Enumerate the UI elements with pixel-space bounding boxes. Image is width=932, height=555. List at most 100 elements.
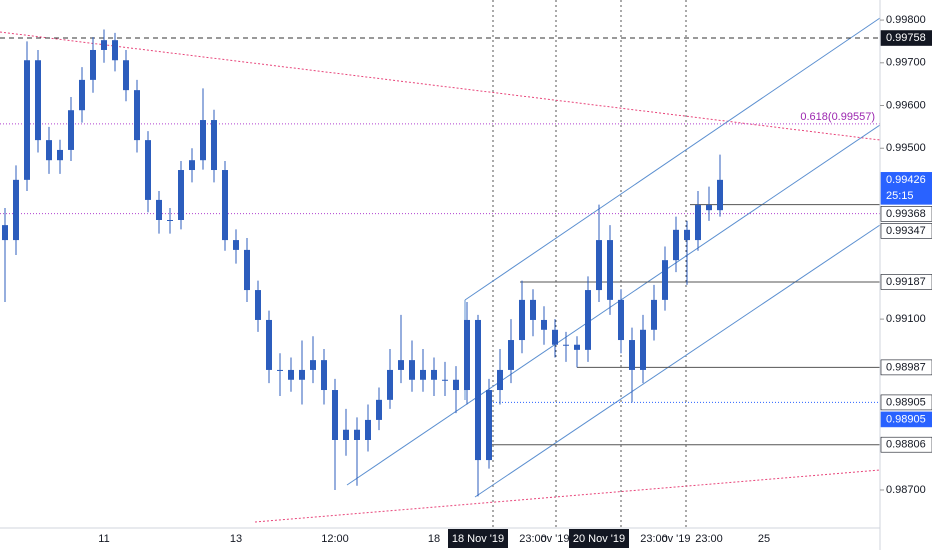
candle-body <box>387 369 393 400</box>
price-label: 0.98905 <box>886 396 926 408</box>
candle-body <box>563 344 569 346</box>
x-tick-label: 13 <box>230 533 242 545</box>
candle-body <box>398 360 404 370</box>
candle-body <box>475 319 481 461</box>
price-label: 0.98806 <box>886 439 926 451</box>
price-label-box <box>880 172 932 205</box>
candle-body <box>211 120 217 171</box>
candle-body <box>277 369 283 371</box>
candle-body <box>134 90 140 141</box>
countdown: 25:15 <box>886 190 914 202</box>
price-label: 0.99347 <box>886 225 926 237</box>
candle-body <box>200 120 206 161</box>
y-tick-label: 0.99100 <box>886 313 926 325</box>
candle-body <box>354 429 360 440</box>
candle-body <box>596 240 602 291</box>
candle-body <box>541 319 547 330</box>
candle-body <box>585 290 591 350</box>
x-tick-label: 11 <box>98 533 109 545</box>
y-tick-label: 0.99500 <box>886 142 926 154</box>
candle-body <box>57 149 63 161</box>
candle-body <box>442 379 448 381</box>
price-label: 0.99758 <box>886 32 926 44</box>
x-tick-label: 23:00 <box>519 533 547 545</box>
price-label: 0.98905 <box>886 413 926 425</box>
x-tick-label: 25 <box>758 533 770 545</box>
candle-body <box>552 329 558 345</box>
price-label-box <box>880 394 932 411</box>
candle-body <box>167 220 173 221</box>
x-tick-label: 18 <box>428 533 440 545</box>
x-label-box <box>448 529 508 548</box>
x-tick-label: 23:00 <box>640 533 668 545</box>
candle-body <box>255 290 261 320</box>
candle-body <box>629 340 635 370</box>
candle-body <box>79 79 85 111</box>
candle-body <box>684 229 690 241</box>
candle-body <box>288 369 294 380</box>
candle-body <box>35 60 41 141</box>
candle-body <box>46 140 52 161</box>
channel-middle <box>346 124 881 486</box>
candle-body <box>189 160 195 171</box>
candles <box>2 29 723 497</box>
price-label-box <box>880 223 932 239</box>
y-tick-label: 0.99800 <box>886 14 926 26</box>
candle-body <box>497 369 503 391</box>
channel-lower <box>474 224 881 498</box>
candle-body <box>486 390 492 461</box>
y-tick-label: 0.98700 <box>886 484 926 496</box>
price-label: 0.98987 <box>886 361 926 373</box>
candle-body <box>420 369 426 380</box>
candle-body <box>453 379 459 391</box>
candle-body <box>145 140 151 200</box>
candle-body <box>24 60 30 180</box>
candle-body <box>112 40 118 61</box>
support-trendline <box>254 469 881 523</box>
candle-body <box>365 419 371 440</box>
candle-body <box>266 319 272 370</box>
price-label: 0.99426 <box>886 174 926 186</box>
price-label-box <box>880 30 932 46</box>
price-label: 0.99368 <box>886 208 926 220</box>
x-tick-label: 20 Nov '19 <box>573 533 625 545</box>
y-tick-label: 0.99700 <box>886 57 926 69</box>
candle-body <box>310 360 316 370</box>
candle-body <box>607 240 613 300</box>
candle-body <box>706 205 712 211</box>
candle-body <box>101 40 107 50</box>
candle-body <box>332 390 338 440</box>
candle-body <box>321 360 327 391</box>
y-tick-label: 0.99600 <box>886 99 926 111</box>
candle-body <box>464 319 470 391</box>
candle-body <box>156 199 162 220</box>
candle-body <box>244 249 250 291</box>
candle-body <box>618 299 624 341</box>
price-label-box <box>880 359 932 376</box>
candle-body <box>508 340 514 370</box>
candle-body <box>651 299 657 330</box>
candle-body <box>662 260 668 300</box>
candle-body <box>431 369 437 380</box>
channel-upper <box>464 17 881 301</box>
price-label-box <box>880 411 932 428</box>
candle-body <box>717 179 723 211</box>
price-label-box <box>880 274 932 290</box>
candle-body <box>13 179 19 241</box>
price-label-box <box>880 206 932 222</box>
candle-body <box>178 170 184 220</box>
candle-body <box>123 60 129 91</box>
candle-body <box>68 110 74 150</box>
candle-body <box>640 329 646 370</box>
candle-body <box>90 49 96 80</box>
x-tick-label: ov '19 <box>661 533 690 545</box>
candle-body <box>233 240 239 250</box>
candle-body <box>299 369 305 380</box>
fib-label: 0.618(0.99557) <box>800 111 875 123</box>
x-tick-label: 23:00 <box>695 533 723 545</box>
x-tick-label: 12:00 <box>321 533 349 545</box>
candle-body <box>409 360 415 380</box>
